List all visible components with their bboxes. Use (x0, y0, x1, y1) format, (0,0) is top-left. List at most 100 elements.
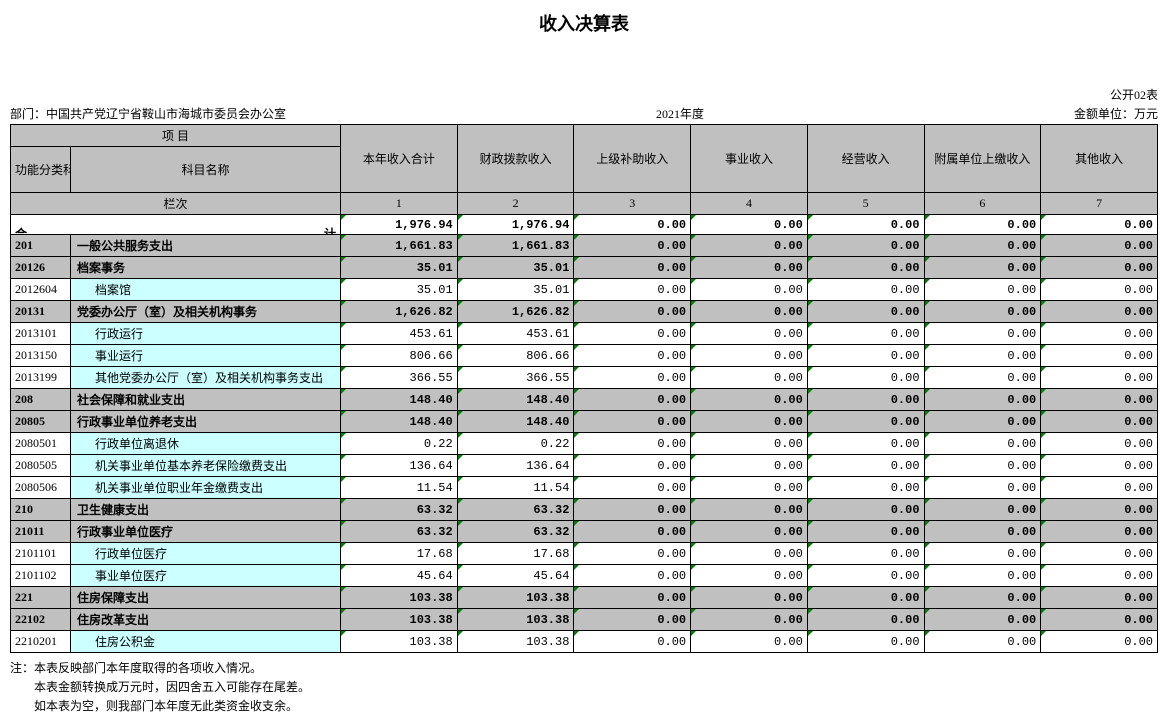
value-cell: 0.00 (807, 609, 924, 631)
value-cell: 0.00 (691, 499, 808, 521)
value-cell: 11.54 (457, 477, 574, 499)
value-cell: 0.00 (1041, 433, 1158, 455)
name-cell: 机关事业单位职业年金缴费支出 (71, 477, 341, 499)
unit-label: 金额单位：万元 (1074, 105, 1158, 122)
value-cell: 0.00 (1041, 301, 1158, 323)
code-cell: 2101102 (11, 565, 71, 587)
value-cell: 0.00 (1041, 235, 1158, 257)
value-cell: 0.00 (691, 345, 808, 367)
value-cell: 0.00 (574, 235, 691, 257)
value-cell: 0.00 (807, 499, 924, 521)
value-cell: 0.00 (924, 433, 1041, 455)
value-cell: 0.00 (807, 279, 924, 301)
value-cell: 148.40 (457, 389, 574, 411)
value-cell: 0.00 (691, 279, 808, 301)
table-row: 2080505机关事业单位基本养老保险缴费支出136.64136.640.000… (11, 455, 1158, 477)
year-label: 2021年度 (656, 105, 704, 122)
value-cell: 453.61 (341, 323, 458, 345)
value-cell: 1,661.83 (341, 235, 458, 257)
page-title: 收入决算表 (10, 10, 1158, 36)
value-cell: 0.00 (691, 587, 808, 609)
code-cell: 201 (11, 235, 71, 257)
value-cell: 0.00 (574, 543, 691, 565)
dept-label: 部门：中国共产党辽宁省鞍山市海城市委员会办公室 (10, 105, 286, 122)
value-cell: 0.00 (574, 279, 691, 301)
value-cell: 0.00 (924, 455, 1041, 477)
value-cell: 0.00 (691, 521, 808, 543)
value-cell: 0.00 (1041, 367, 1158, 389)
value-cell: 0.00 (807, 477, 924, 499)
value-cell: 0.00 (1041, 389, 1158, 411)
value-cell: 0.00 (1041, 345, 1158, 367)
value-cell: 0.00 (574, 587, 691, 609)
value-cell: 35.01 (341, 257, 458, 279)
name-cell: 事业单位医疗 (71, 565, 341, 587)
value-cell: 0.00 (924, 345, 1041, 367)
sum-value: 0.00 (1041, 215, 1158, 235)
value-cell: 0.00 (574, 499, 691, 521)
notes: 注：本表反映部门本年度取得的各项收入情况。 本表金额转换成万元时，因四舍五入可能… (10, 659, 1158, 717)
value-cell: 63.32 (457, 499, 574, 521)
table-row: 22102住房改革支出103.38103.380.000.000.000.000… (11, 609, 1158, 631)
lanci-label: 栏次 (11, 193, 341, 215)
value-cell: 0.00 (574, 521, 691, 543)
value-cell: 0.00 (574, 367, 691, 389)
value-cell: 0.00 (691, 411, 808, 433)
value-cell: 148.40 (341, 389, 458, 411)
table-row: 201一般公共服务支出1,661.831,661.830.000.000.000… (11, 235, 1158, 257)
code-cell: 20131 (11, 301, 71, 323)
value-cell: 0.00 (691, 477, 808, 499)
value-cell: 0.22 (457, 433, 574, 455)
name-cell: 住房公积金 (71, 631, 341, 653)
value-cell: 0.00 (924, 389, 1041, 411)
table-row: 20126档案事务35.0135.010.000.000.000.000.00 (11, 257, 1158, 279)
lanci-num: 1 (341, 193, 458, 215)
value-cell: 0.00 (924, 323, 1041, 345)
lanci-row: 栏次 1 2 3 4 5 6 7 (11, 193, 1158, 215)
value-cell: 0.00 (1041, 565, 1158, 587)
col-header: 经营收入 (807, 125, 924, 193)
col-header: 附属单位上缴收入 (924, 125, 1041, 193)
value-cell: 0.00 (1041, 499, 1158, 521)
value-cell: 103.38 (457, 631, 574, 653)
value-cell: 366.55 (341, 367, 458, 389)
value-cell: 806.66 (457, 345, 574, 367)
code-cell: 2080506 (11, 477, 71, 499)
sum-value: 0.00 (924, 215, 1041, 235)
value-cell: 17.68 (457, 543, 574, 565)
value-cell: 0.00 (924, 477, 1041, 499)
value-cell: 0.00 (574, 631, 691, 653)
note-line: 如本表为空，则我部门本年度无此类资金收支余。 (10, 697, 1158, 716)
code-cell: 2080505 (11, 455, 71, 477)
sum-value: 0.00 (574, 215, 691, 235)
sum-value: 1,976.94 (457, 215, 574, 235)
value-cell: 0.00 (807, 587, 924, 609)
value-cell: 0.00 (691, 565, 808, 587)
form-code: 公开02表 (10, 86, 1158, 103)
header-item: 项 目 (11, 125, 341, 147)
table-row: 20131党委办公厅（室）及相关机构事务1,626.821,626.820.00… (11, 301, 1158, 323)
name-header: 科目名称 (71, 147, 341, 193)
name-cell: 住房改革支出 (71, 609, 341, 631)
value-cell: 0.00 (924, 279, 1041, 301)
sum-label: 合计 (11, 215, 341, 235)
table-row: 221住房保障支出103.38103.380.000.000.000.000.0… (11, 587, 1158, 609)
value-cell: 148.40 (457, 411, 574, 433)
col-header: 其他收入 (1041, 125, 1158, 193)
value-cell: 0.00 (807, 367, 924, 389)
table-row: 20805行政事业单位养老支出148.40148.400.000.000.000… (11, 411, 1158, 433)
value-cell: 0.00 (691, 367, 808, 389)
value-cell: 0.00 (1041, 543, 1158, 565)
value-cell: 0.00 (1041, 411, 1158, 433)
value-cell: 0.00 (691, 257, 808, 279)
value-cell: 1,626.82 (457, 301, 574, 323)
value-cell: 0.00 (924, 367, 1041, 389)
code-cell: 20126 (11, 257, 71, 279)
table-row: 2210201住房公积金103.38103.380.000.000.000.00… (11, 631, 1158, 653)
lanci-num: 6 (924, 193, 1041, 215)
value-cell: 0.22 (341, 433, 458, 455)
value-cell: 0.00 (924, 235, 1041, 257)
value-cell: 45.64 (457, 565, 574, 587)
code-header: 功能分类科目编码 (11, 147, 71, 193)
value-cell: 11.54 (341, 477, 458, 499)
